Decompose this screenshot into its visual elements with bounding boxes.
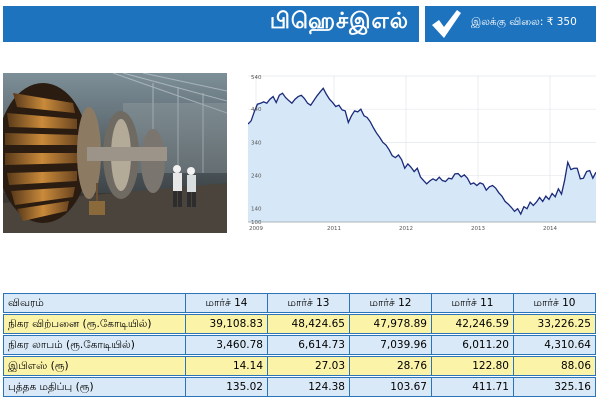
turbine-factory-photo xyxy=(3,73,227,233)
table-header-cell: மார்ச் 13 xyxy=(267,293,350,313)
chart-x-tick-label: 2013 xyxy=(471,226,485,232)
table-cell-value: 411.71 xyxy=(431,377,514,397)
chart-y-tick-label: 140 xyxy=(251,207,262,213)
table-cell-value: 6,011.20 xyxy=(431,335,514,355)
table-row: நிகர லாபம் (ரூ.கோடியில்) 3,460.78 6,614.73… xyxy=(3,335,596,355)
table-cell-value: 124.38 xyxy=(267,377,350,397)
table-cell-value: 103.67 xyxy=(349,377,432,397)
table-cell-value: 6,614.73 xyxy=(267,335,350,355)
table-cell-value: 3,460.78 xyxy=(185,335,268,355)
table-cell-value: 14.14 xyxy=(185,356,268,376)
chart-x-tick-label: 2009 xyxy=(249,226,263,232)
table-cell-value: 135.02 xyxy=(185,377,268,397)
chart-y-tick-label: 240 xyxy=(251,174,262,180)
table-cell-value: 7,039.96 xyxy=(349,335,432,355)
financials-table: விவரம் மார்ச் 14 மார்ச் 13 மார்ச் 12 மார்ச் … xyxy=(3,293,596,397)
target-price-label: இலக்கு விலை: ₹ 350 xyxy=(471,16,577,28)
table-row-label: இபிஎஸ் (ரூ) xyxy=(3,356,186,376)
chart-x-tick-label: 2012 xyxy=(399,226,413,232)
chart-x-tick-label: 2014 xyxy=(543,226,557,232)
table-cell-value: 27.03 xyxy=(267,356,350,376)
table-cell-value: 48,424.65 xyxy=(267,314,350,334)
chart-x-tick-label: 2011 xyxy=(327,226,341,232)
page-title: பிஹெச்இஎல் xyxy=(269,9,409,34)
table-cell-value: 325.16 xyxy=(513,377,596,397)
target-price-box: இலக்கு விலை: ₹ 350 xyxy=(425,6,596,42)
table-cell-value: 28.76 xyxy=(349,356,432,376)
title-bar: பிஹெச்இஎல் xyxy=(3,6,419,42)
table-header-cell: மார்ச் 14 xyxy=(185,293,268,313)
chart-y-tick-label: 540 xyxy=(251,75,262,81)
checkmark-icon xyxy=(432,10,461,38)
table-header-cell: மார்ச் 10 xyxy=(513,293,596,313)
table-row-label: புத்தக மதிப்பு (ரூ) xyxy=(3,377,186,397)
table-row-label: நிகர விற்பனை (ரூ.கோடியில்) xyxy=(3,314,186,334)
share-price-chart: 540 440 340 240 140 100 2009 2011 2012 2013 2014 xyxy=(248,72,596,234)
table-row: புத்தக மதிப்பு (ரூ) 135.02 124.38 103.67 411… xyxy=(3,377,596,397)
table-row: நிகர விற்பனை (ரூ.கோடியில்) 39,108.83 48,42… xyxy=(3,314,596,334)
table-cell-value: 122.80 xyxy=(431,356,514,376)
table-header-row: விவரம் மார்ச் 14 மார்ச் 13 மார்ச் 12 மார்ச் … xyxy=(3,293,596,313)
chart-y-tick-label: 340 xyxy=(251,140,262,146)
table-row-label: நிகர லாபம் (ரூ.கோடியில்) xyxy=(3,335,186,355)
chart-series-line xyxy=(248,87,596,216)
table-row: இபிஎஸ் (ரூ) 14.14 27.03 28.76 122.80 88.06 xyxy=(3,356,596,376)
table-cell-value: 39,108.83 xyxy=(185,314,268,334)
table-cell-value: 33,226.25 xyxy=(513,314,596,334)
table-cell-value: 4,310.64 xyxy=(513,335,596,355)
chart-y-tick-label: 440 xyxy=(251,107,262,113)
table-cell-value: 88.06 xyxy=(513,356,596,376)
table-header-cell: விவரம் xyxy=(3,293,186,313)
chart-y-tick-label: 100 xyxy=(251,220,262,226)
table-header-cell: மார்ச் 12 xyxy=(349,293,432,313)
table-cell-value: 47,978.89 xyxy=(349,314,432,334)
table-header-cell: மார்ச் 11 xyxy=(431,293,514,313)
table-cell-value: 42,246.59 xyxy=(431,314,514,334)
chart-area xyxy=(248,88,596,222)
